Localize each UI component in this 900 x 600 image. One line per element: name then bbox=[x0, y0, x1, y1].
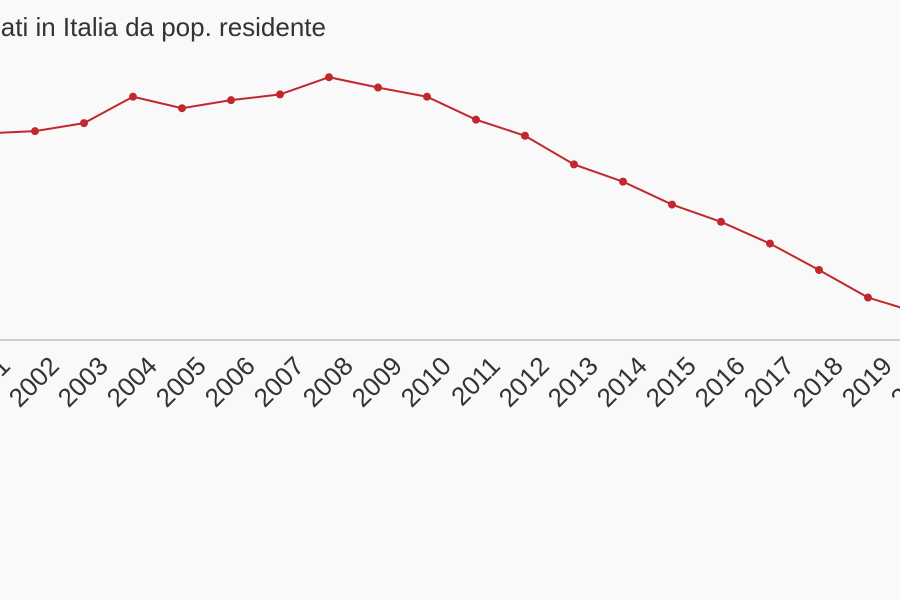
x-tick-label: 2004 bbox=[101, 351, 163, 413]
x-tick-label: 2017 bbox=[738, 351, 800, 413]
data-point bbox=[325, 73, 333, 82]
data-point bbox=[864, 293, 872, 302]
data-point bbox=[178, 104, 186, 113]
x-tick-label: 2019 bbox=[836, 351, 898, 413]
x-tick-label: 2010 bbox=[395, 351, 457, 413]
chart-title: Nati in Italia da pop. residente bbox=[0, 12, 326, 42]
x-tick-label: 2003 bbox=[52, 351, 114, 413]
data-point bbox=[619, 177, 627, 186]
data-point bbox=[80, 119, 88, 128]
data-point bbox=[129, 92, 137, 101]
x-tick-label: 2014 bbox=[591, 351, 653, 413]
data-point bbox=[276, 90, 284, 99]
data-point bbox=[815, 266, 823, 274]
x-tick-label: 2016 bbox=[689, 351, 751, 413]
data-point bbox=[374, 83, 382, 92]
data-point bbox=[766, 239, 774, 248]
x-tick-label: 2006 bbox=[199, 351, 261, 413]
x-tick-label: 2005 bbox=[150, 351, 212, 413]
data-point bbox=[31, 127, 39, 136]
data-point bbox=[423, 92, 431, 101]
x-tick-label: 2018 bbox=[787, 351, 849, 413]
data-point bbox=[521, 131, 529, 140]
x-tick-label: 2013 bbox=[542, 351, 604, 413]
data-point bbox=[717, 217, 725, 226]
x-tick-label: 2008 bbox=[297, 351, 359, 413]
x-tick-label: 2011 bbox=[445, 351, 506, 412]
x-tick-label: 2015 bbox=[640, 351, 702, 413]
x-tick-label: 2002 bbox=[3, 351, 65, 413]
data-point bbox=[570, 160, 578, 169]
x-tick-label: 2007 bbox=[248, 351, 310, 413]
series-line bbox=[0, 76, 900, 309]
data-point bbox=[668, 200, 676, 209]
x-tick-label: 2012 bbox=[493, 351, 555, 413]
data-point bbox=[227, 96, 235, 105]
data-point bbox=[472, 115, 480, 124]
x-tick-label: 2009 bbox=[346, 351, 408, 413]
